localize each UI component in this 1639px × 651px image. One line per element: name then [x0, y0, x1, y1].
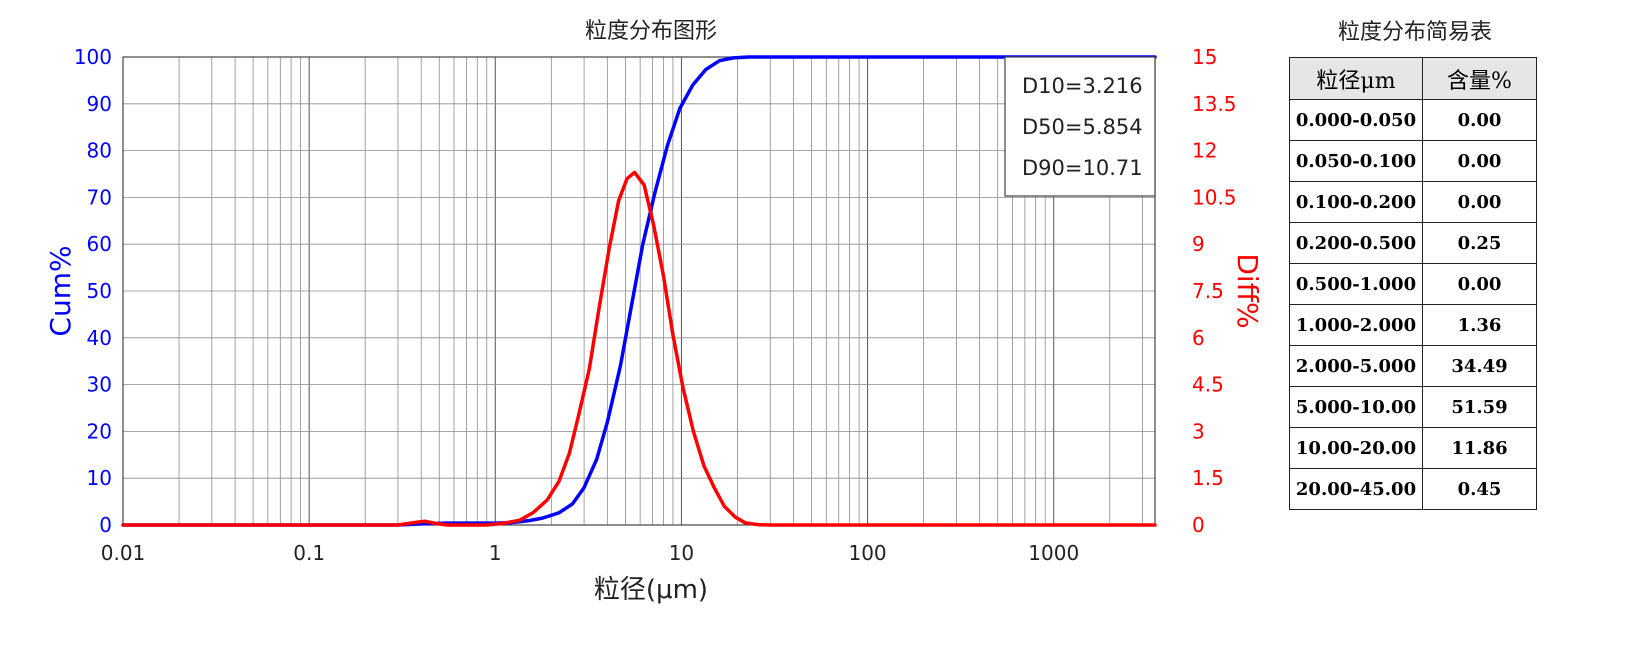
table-row: 0.100-0.200 0.00 [1289, 181, 1537, 223]
row-content: 0.00 [1422, 140, 1537, 182]
particle-size-chart: 0.01 0.1 1 10 100 1000 0 10 20 30 40 50 60 70 80 90 100 0… [44, 19, 1260, 605]
row-range: 1.000-2.000 [1289, 304, 1423, 346]
d-value-label: D10=3.216 [1022, 74, 1143, 98]
y-right-tick-label: 12 [1192, 139, 1217, 163]
table-row: 0.500-1.000 0.00 [1289, 263, 1537, 305]
row-range: 0.100-0.200 [1289, 181, 1423, 223]
y-left-tick-label: 90 [87, 92, 112, 116]
y-left-axis-label: Cum% [44, 245, 77, 336]
header-particle-size: 粒径μm [1289, 57, 1423, 100]
table-row: 2.000-5.000 34.49 [1289, 345, 1537, 387]
table-row: 5.000-10.00 51.59 [1289, 386, 1537, 428]
y-right-tick-label: 1.5 [1192, 466, 1224, 490]
chart-title: 粒度分布图形 [585, 19, 717, 44]
x-tick-label: 100 [848, 541, 886, 565]
row-range: 2.000-5.000 [1289, 345, 1423, 387]
row-range: 0.050-0.100 [1289, 140, 1423, 182]
table-row: 1.000-2.000 1.36 [1289, 304, 1537, 346]
table-row: 20.00-45.00 0.45 [1289, 468, 1537, 510]
table-title: 粒度分布简易表 [1337, 20, 1492, 45]
row-content: 0.45 [1422, 468, 1537, 510]
y-left-tick-label: 60 [87, 232, 112, 256]
d-values-box [1004, 56, 1156, 197]
row-content: 1.36 [1422, 304, 1537, 346]
y-right-tick-label: 3 [1192, 419, 1205, 443]
y-right-tick-label: 7.5 [1192, 279, 1224, 303]
row-content: 34.49 [1422, 345, 1537, 387]
table-header-row: 粒径μm 含量% [1289, 57, 1537, 100]
y-right-tick-label: 4.5 [1192, 373, 1224, 397]
table-row: 10.00-20.00 11.86 [1289, 427, 1537, 469]
x-tick-label: 1 [489, 541, 502, 565]
x-tick-label: 1000 [1028, 541, 1079, 565]
table-row: 0.000-0.050 0.00 [1289, 99, 1537, 141]
row-content: 0.00 [1422, 263, 1537, 305]
row-content: 0.00 [1422, 99, 1537, 141]
row-range: 0.500-1.000 [1289, 263, 1423, 305]
y-left-tick-label: 30 [87, 373, 112, 397]
y-right-tick-label: 13.5 [1192, 92, 1237, 116]
series-line-cum [121, 55, 1157, 527]
y-right-tick-label: 15 [1192, 45, 1217, 69]
y-right-axis-label: Diff% [1231, 253, 1260, 328]
y-left-tick-label: 50 [87, 279, 112, 303]
plot-frame [122, 56, 1156, 526]
y-left-tick-label: 0 [99, 513, 112, 537]
d-value-label: D50=5.854 [1022, 115, 1143, 139]
y-right-tick-label: 10.5 [1192, 185, 1237, 209]
x-tick-label: 10 [669, 541, 694, 565]
y-right-tick-label: 0 [1192, 513, 1205, 537]
y-left-tick-label: 40 [87, 326, 112, 350]
table-row: 0.050-0.100 0.00 [1289, 140, 1537, 182]
y-right-tick-label: 9 [1192, 232, 1205, 256]
size-distribution-table: 粒径μm 含量% 0.000-0.050 0.00 0.050-0.100 0.00… [1289, 57, 1537, 510]
y-left-tick-label: 20 [87, 419, 112, 443]
x-tick-label: 0.1 [293, 541, 325, 565]
y-left-tick-label: 100 [74, 45, 112, 69]
y-left-tick-label: 70 [87, 185, 112, 209]
row-range: 0.200-0.500 [1289, 222, 1423, 264]
y-right-tick-label: 6 [1192, 326, 1205, 350]
row-range: 5.000-10.00 [1289, 386, 1423, 428]
series-line-diff [121, 170, 1157, 527]
row-content: 51.59 [1422, 386, 1537, 428]
y-left-tick-label: 80 [87, 139, 112, 163]
row-range: 10.00-20.00 [1289, 427, 1423, 469]
table-row: 0.200-0.500 0.25 [1289, 222, 1537, 264]
x-axis-label: 粒径(μm) [594, 575, 708, 605]
row-content: 11.86 [1422, 427, 1537, 469]
row-range: 20.00-45.00 [1289, 468, 1423, 510]
row-range: 0.000-0.050 [1289, 99, 1423, 141]
x-tick-label: 0.01 [101, 541, 146, 565]
chart-svg: 0.01 0.1 1 10 100 100001020304050607080901000… [44, 19, 1260, 605]
row-content: 0.25 [1422, 222, 1537, 264]
d-value-label: D90=10.71 [1022, 156, 1143, 180]
row-content: 0.00 [1422, 181, 1537, 223]
y-left-tick-label: 10 [87, 466, 112, 490]
header-content: 含量% [1422, 57, 1537, 100]
